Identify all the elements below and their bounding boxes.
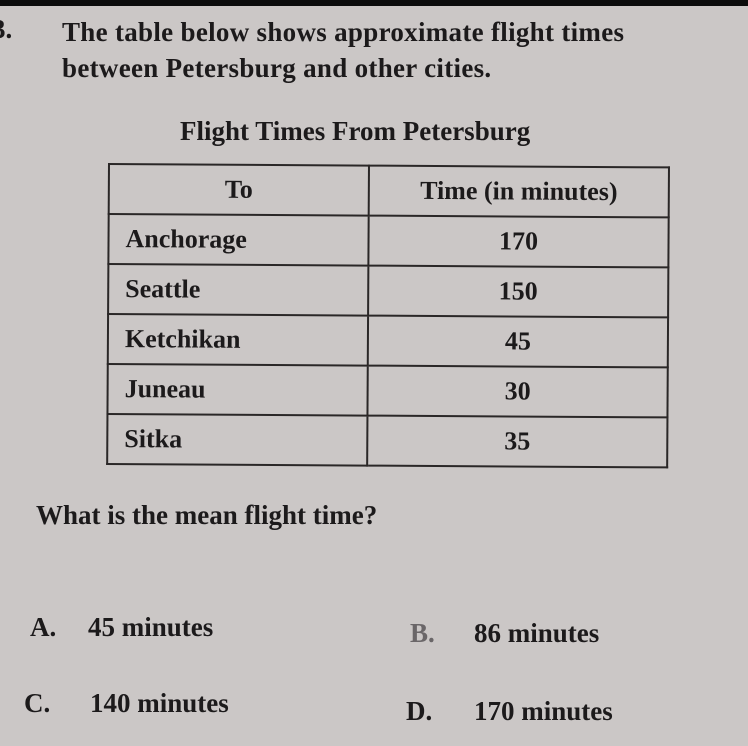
table-row: Ketchikan 45 — [107, 314, 669, 368]
time-cell: 35 — [367, 415, 668, 468]
option-letter: D. — [406, 696, 433, 726]
table-row: Anchorage 170 — [108, 214, 669, 268]
header-time: Time (in minutes) — [368, 165, 669, 218]
city-cell: Anchorage — [108, 214, 369, 266]
time-cell: 150 — [368, 265, 669, 318]
city-cell: Ketchikan — [107, 314, 369, 366]
photo-edge — [0, 0, 748, 6]
option-d[interactable]: D. 170 minutes — [406, 696, 613, 727]
city-cell: Seattle — [108, 264, 369, 316]
option-text: 170 minutes — [474, 696, 613, 726]
option-text: 140 minutes — [90, 688, 229, 718]
question-stem: The table below shows approximate flight… — [62, 17, 625, 83]
option-a[interactable]: A. 45 minutes — [30, 612, 213, 643]
header-to: To — [108, 164, 369, 216]
option-letter: A. — [30, 612, 57, 642]
question-text: What is the mean flight time? — [36, 500, 378, 530]
option-text: 45 minutes — [88, 612, 214, 642]
time-cell: 170 — [368, 215, 669, 268]
option-text: 86 minutes — [474, 618, 600, 648]
flight-times-table: To Time (in minutes) Anchorage 170 Seattl… — [106, 163, 670, 468]
table-row: Juneau 30 — [107, 364, 668, 418]
table-header-row: To Time (in minutes) — [108, 164, 669, 218]
option-letter: C. — [24, 688, 51, 718]
question-number: 3. — [0, 14, 13, 44]
option-c[interactable]: C. 140 minutes — [24, 688, 229, 719]
table-title: Flight Times From Petersburg — [180, 116, 531, 146]
time-cell: 30 — [367, 365, 668, 418]
city-cell: Juneau — [107, 364, 368, 416]
option-b[interactable]: B. 86 minutes — [410, 618, 599, 649]
time-cell: 45 — [367, 315, 669, 368]
city-cell: Sitka — [107, 414, 368, 466]
table-row: Sitka 35 — [107, 414, 668, 468]
option-letter: B. — [410, 618, 435, 648]
table-row: Seattle 150 — [108, 264, 669, 318]
